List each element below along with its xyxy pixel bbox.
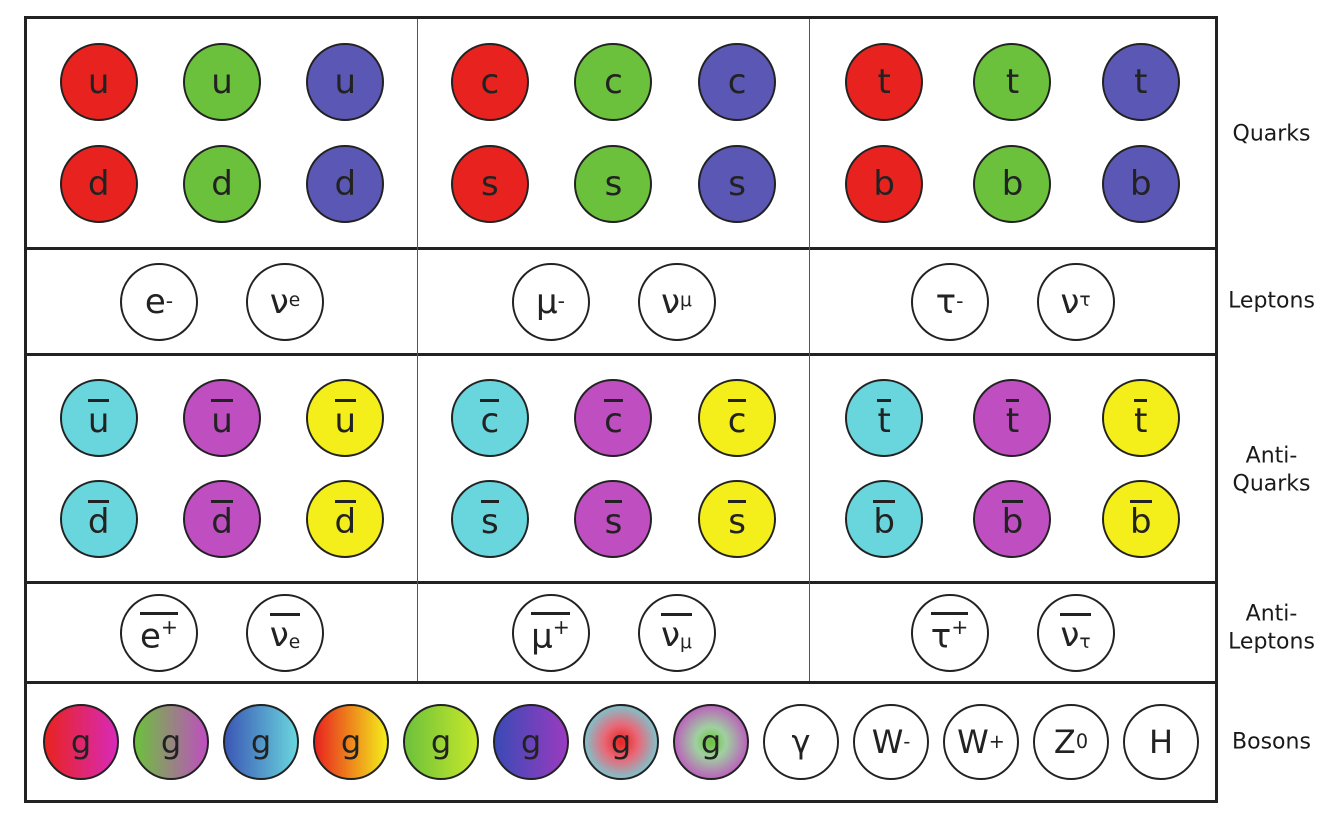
antiquark-s-yellow: s — [698, 480, 777, 558]
antiquark-d-cyan: d — [59, 480, 138, 558]
antiquark-t-magenta: t — [973, 379, 1052, 457]
quark-b-blue: b — [1101, 145, 1180, 223]
antiquark-b-yellow: b — [1101, 480, 1180, 558]
quark-s-blue: s — [698, 145, 777, 223]
gluon-green-yellow: g — [403, 704, 479, 780]
antilepton-antitau: τ+ — [910, 593, 989, 672]
antiquark-s-cyan: s — [450, 480, 529, 558]
quark-c-green: c — [574, 43, 653, 121]
antiquarks-gen1: u u u d d d — [27, 356, 417, 581]
label-antiquarks: Anti- Quarks — [1232, 443, 1311, 497]
label-antileptons: Anti- Leptons — [1228, 601, 1315, 655]
antiquark-t-cyan: t — [845, 379, 924, 457]
antiquarks-gen3: t t t b b b — [810, 356, 1215, 581]
quark-u-red: u — [59, 43, 138, 121]
lepton-electron: e- — [120, 262, 198, 341]
antiquark-b-magenta: b — [973, 480, 1052, 558]
gluon-blue-cyan: g — [223, 704, 299, 780]
antilepton-positron: e+ — [120, 593, 198, 672]
gluon-blue-magenta: g — [493, 704, 569, 780]
antiquarks-gen2: c c c s s s — [418, 356, 809, 581]
antilepton-electron-antineutrino: νe — [246, 593, 324, 672]
antilepton-tau-antineutrino: ντ — [1036, 593, 1115, 672]
lepton-tau: τ- — [910, 262, 989, 341]
quark-s-red: s — [450, 145, 529, 223]
w-minus-boson: W- — [853, 704, 929, 780]
antiquark-u-cyan: u — [59, 379, 138, 457]
quark-c-red: c — [450, 43, 529, 121]
photon: γ — [763, 704, 839, 780]
quark-t-green: t — [973, 43, 1052, 121]
antilepton-muon-antineutrino: νμ — [637, 593, 716, 672]
label-quarks: Quarks — [1232, 121, 1311, 147]
gluon-red-yellow: g — [313, 704, 389, 780]
lepton-muon: μ- — [511, 262, 590, 341]
quark-d-green: d — [182, 145, 261, 223]
quark-d-blue: d — [306, 145, 385, 223]
antiquark-s-magenta: s — [574, 480, 653, 558]
gluon-red-magenta: g — [43, 704, 119, 780]
antiquark-u-magenta: u — [182, 379, 261, 457]
quarks-gen3: t t t b b b — [810, 19, 1215, 247]
antiquark-d-yellow: d — [306, 480, 385, 558]
quark-c-blue: c — [698, 43, 777, 121]
quark-d-red: d — [59, 145, 138, 223]
quark-s-green: s — [574, 145, 653, 223]
antileptons-block — [24, 581, 1218, 684]
antiquark-b-cyan: b — [845, 480, 924, 558]
quarks-gen2: c c c s s s — [418, 19, 809, 247]
quark-b-red: b — [845, 145, 924, 223]
quark-u-blue: u — [306, 43, 385, 121]
antiquark-t-yellow: t — [1101, 379, 1180, 457]
label-bosons: Bosons — [1232, 729, 1311, 755]
higgs-boson: H — [1123, 704, 1199, 780]
antileptons-gen3: τ+ ντ — [810, 584, 1215, 681]
generation-divider-1 — [417, 19, 418, 681]
w-plus-boson: W + — [943, 704, 1019, 780]
gluon-red-cyan-radial: g — [583, 704, 659, 780]
antiquark-c-yellow: c — [698, 379, 777, 457]
antiquark-u-yellow: u — [306, 379, 385, 457]
gluon-green-magenta: g — [133, 704, 209, 780]
label-leptons: Leptons — [1228, 288, 1315, 314]
antileptons-gen1: e+ νe — [27, 584, 417, 681]
generation-divider-2 — [809, 19, 810, 681]
quark-t-red: t — [845, 43, 924, 121]
gluon-green-magenta-radial: g — [673, 704, 749, 780]
antiquark-c-magenta: c — [574, 379, 653, 457]
antiquark-d-magenta: d — [182, 480, 261, 558]
antiquark-c-cyan: c — [450, 379, 529, 457]
leptons-block — [24, 247, 1218, 356]
quarks-gen1: u u u d d d — [27, 19, 417, 247]
quark-t-blue: t — [1101, 43, 1180, 121]
antileptons-gen2: μ+ νμ — [418, 584, 809, 681]
quark-u-green: u — [182, 43, 261, 121]
antilepton-antimuon: μ+ — [511, 593, 590, 672]
quark-b-green: b — [973, 145, 1052, 223]
